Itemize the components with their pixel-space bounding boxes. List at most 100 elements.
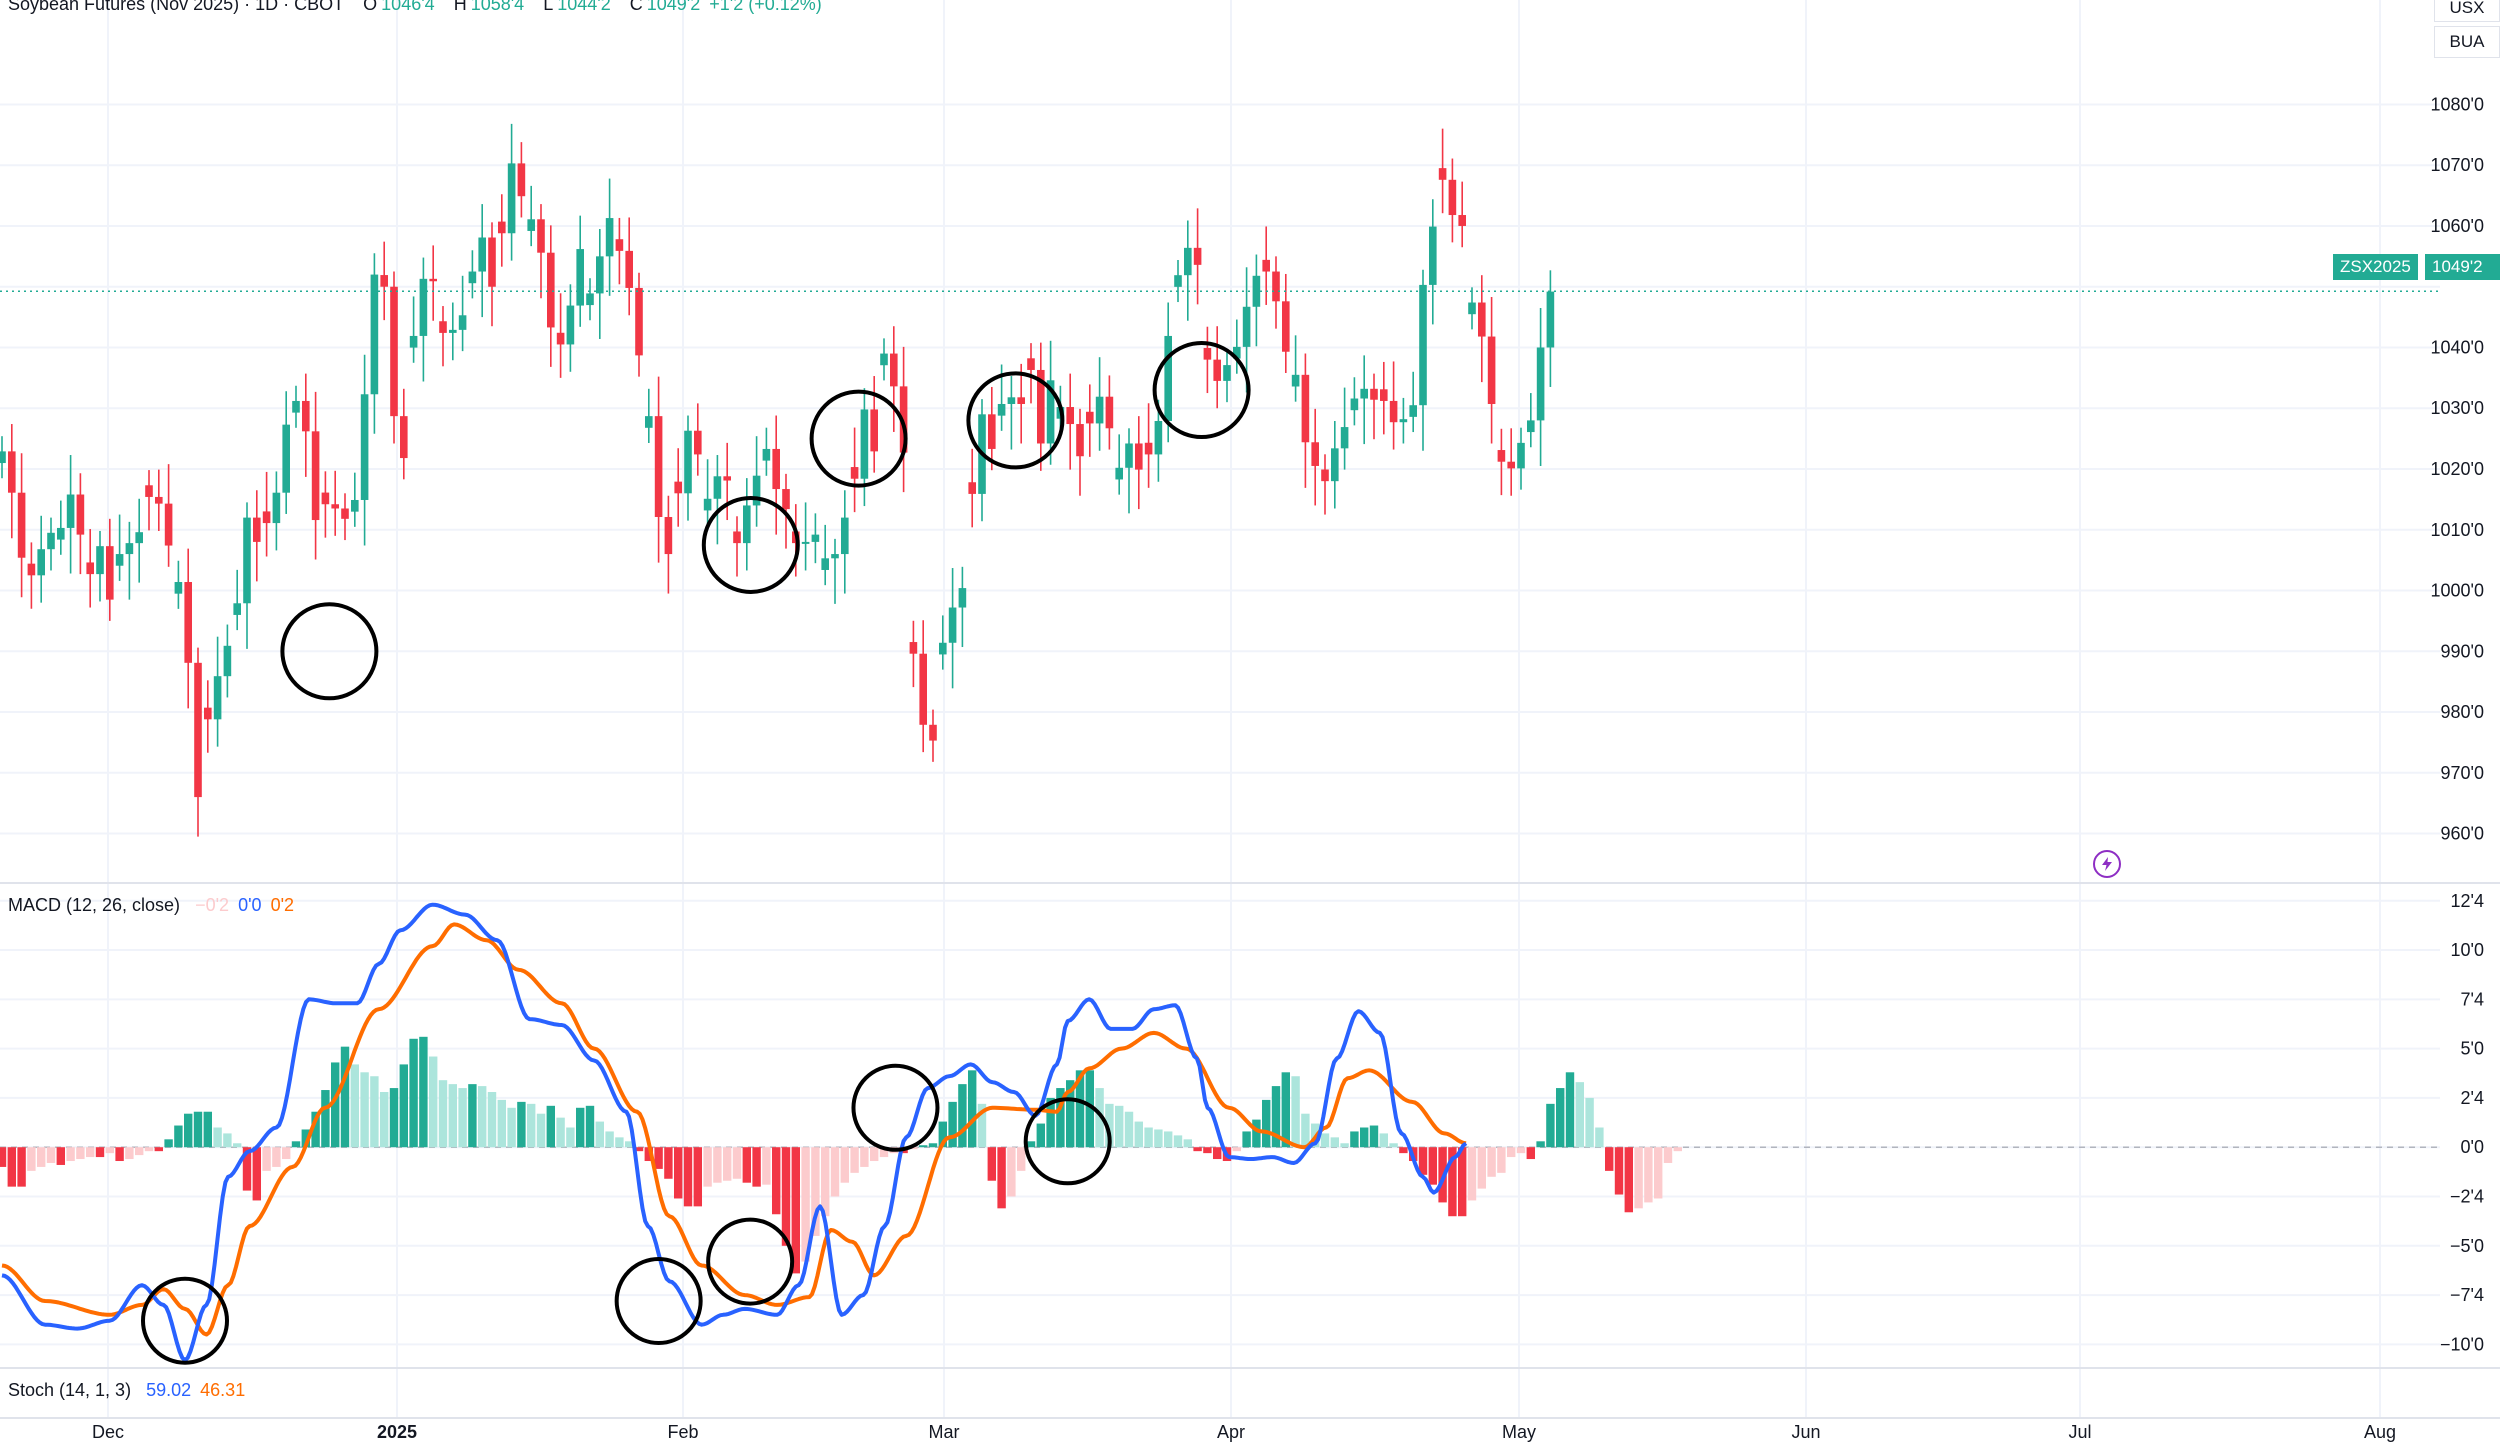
candle-up[interactable] (419, 257, 428, 382)
candle-up[interactable] (1233, 319, 1241, 374)
candle-down[interactable] (929, 709, 937, 762)
candle-down[interactable] (1507, 428, 1515, 496)
candle-up[interactable] (958, 566, 967, 648)
candle-up[interactable] (821, 524, 829, 586)
candle-down[interactable] (919, 620, 927, 753)
annotation-circle[interactable] (141, 1276, 229, 1365)
candle-down[interactable] (772, 415, 780, 535)
candle-down[interactable] (1478, 275, 1486, 383)
candle-up[interactable] (272, 471, 281, 551)
candle-up[interactable] (527, 185, 535, 247)
candle-up[interactable] (1350, 377, 1359, 426)
unit-selector[interactable]: BUA (2434, 26, 2500, 58)
candle-up[interactable] (409, 296, 418, 363)
candle-up[interactable] (47, 517, 55, 571)
candle-up[interactable] (1223, 349, 1231, 403)
candle-down[interactable] (184, 548, 192, 709)
candle-down[interactable] (694, 403, 702, 476)
candle-down[interactable] (635, 272, 643, 377)
candle-up[interactable] (468, 250, 477, 299)
candle-down[interactable] (1370, 373, 1378, 440)
candle-down[interactable] (988, 386, 996, 471)
candle-down[interactable] (27, 542, 36, 609)
candle-down[interactable] (1272, 256, 1280, 329)
candle-up[interactable] (1154, 399, 1163, 482)
candle-down[interactable] (664, 495, 673, 594)
candle-down[interactable] (1389, 361, 1398, 450)
candle-up[interactable] (860, 388, 869, 507)
candle-up[interactable] (566, 284, 575, 372)
candle-down[interactable] (439, 306, 447, 367)
candle-down[interactable] (1497, 428, 1506, 496)
candle-down[interactable] (262, 471, 271, 557)
candle-up[interactable] (57, 500, 65, 555)
candle-down[interactable] (615, 217, 624, 285)
candle-down[interactable] (1203, 326, 1212, 394)
annotation-circle[interactable] (966, 371, 1065, 470)
candle-down[interactable] (1448, 158, 1457, 243)
candle-up[interactable] (762, 427, 771, 476)
candle-up[interactable] (596, 229, 604, 339)
candle-up[interactable] (351, 472, 359, 527)
candle-down[interactable] (1311, 408, 1319, 506)
candle-up[interactable] (1409, 371, 1417, 433)
candle-down[interactable] (106, 518, 114, 621)
candle-down[interactable] (321, 471, 330, 538)
candle-up[interactable] (1184, 220, 1192, 321)
candle-up[interactable] (743, 478, 751, 571)
candle-down[interactable] (1135, 416, 1143, 510)
candle-down[interactable] (429, 245, 437, 321)
candle-up[interactable] (478, 204, 486, 318)
candle-down[interactable] (1380, 361, 1388, 435)
candle-up[interactable] (1095, 357, 1104, 451)
candle-up[interactable] (939, 615, 947, 670)
candle-down[interactable] (625, 217, 633, 316)
candle-up[interactable] (243, 502, 251, 649)
candle-up[interactable] (449, 302, 457, 361)
candle-up[interactable] (1517, 427, 1525, 490)
candle-down[interactable] (1144, 403, 1153, 488)
annotation-circle[interactable] (706, 1217, 795, 1306)
candle-up[interactable] (1536, 307, 1545, 466)
candle-down[interactable] (1037, 342, 1045, 471)
candle-down[interactable] (517, 142, 526, 218)
candle-up[interactable] (1419, 269, 1427, 451)
annotation-circle[interactable] (1152, 341, 1251, 440)
candle-down[interactable] (1438, 128, 1447, 214)
candle-up[interactable] (684, 415, 692, 521)
candle-up[interactable] (1527, 393, 1535, 448)
candle-up[interactable] (1331, 421, 1339, 509)
candle-up[interactable] (948, 568, 957, 689)
candle-up[interactable] (1125, 428, 1133, 514)
candle-down[interactable] (1086, 384, 1094, 457)
candle-up[interactable] (978, 399, 986, 522)
price-axis[interactable]: 960'0 970'0 980'0 990'0 1000'0 1010'0 1020'0 10… (2431, 94, 2485, 843)
candle-up[interactable] (1164, 302, 1172, 443)
candle-down[interactable] (1321, 454, 1329, 515)
candle-up[interactable] (752, 436, 761, 527)
candle-up[interactable] (292, 385, 300, 428)
candle-up[interactable] (576, 215, 584, 327)
candle-down[interactable] (498, 194, 506, 267)
candle-down[interactable] (890, 326, 898, 432)
candle-down[interactable] (1458, 181, 1466, 248)
candle-up[interactable] (1468, 287, 1476, 330)
candle-down[interactable] (400, 388, 408, 480)
candle-up[interactable] (1007, 376, 1016, 450)
candle-up[interactable] (811, 513, 820, 564)
candle-up[interactable] (841, 490, 849, 594)
candle-down[interactable] (194, 647, 202, 837)
candle-up[interactable] (1546, 270, 1555, 387)
candle-down[interactable] (155, 469, 163, 531)
candle-down[interactable] (253, 490, 261, 582)
annotation-circle[interactable] (701, 495, 800, 594)
candle-down[interactable] (380, 241, 388, 321)
candle-up[interactable] (1046, 340, 1055, 465)
candle-down[interactable] (909, 620, 918, 688)
annotation-circle[interactable] (1023, 1097, 1112, 1186)
candle-up[interactable] (801, 502, 810, 571)
candle-up[interactable] (174, 560, 183, 609)
candle-up[interactable] (96, 530, 104, 602)
candle-up[interactable] (0, 436, 6, 479)
